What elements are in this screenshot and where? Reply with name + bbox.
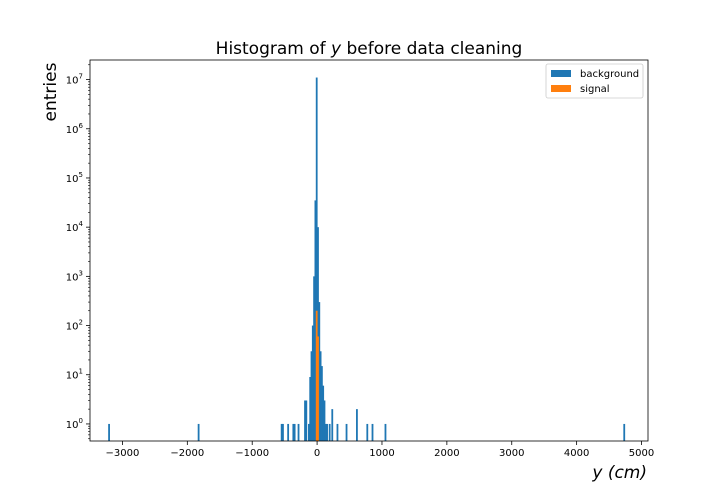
y-tick-label-4: 104 <box>66 220 84 234</box>
y-axis-ticks: 100 101 102 103 104 105 106 107 <box>66 64 90 440</box>
bar-signal-0 <box>315 310 318 441</box>
x-tick-label-1: −2000 <box>170 448 204 459</box>
chart-title: Histogram of y before data cleaning <box>216 39 523 59</box>
y-tick-label-1: 101 <box>66 368 83 382</box>
bar-background-20 <box>320 366 323 441</box>
bar-background-14 <box>313 276 315 441</box>
y-axis-label: entries <box>41 62 61 121</box>
x-axis-ticks: −3000 −2000 −1000 0 1000 2000 3000 4000 5000 <box>106 441 654 459</box>
bar-background-28 <box>345 423 348 441</box>
x-axis-label: y (cm) <box>591 463 647 483</box>
series-signal <box>315 310 319 441</box>
bar-background-10 <box>308 423 310 441</box>
legend: background signal <box>545 63 644 99</box>
bar-background-13 <box>311 325 314 441</box>
bar-background-27 <box>336 423 339 441</box>
legend-swatch-signal <box>551 85 571 92</box>
bar-signal-1 <box>317 336 319 441</box>
bar-background-12 <box>310 351 313 441</box>
bar-background-4 <box>287 423 290 441</box>
bar-background-11 <box>309 377 312 441</box>
bar-background-9 <box>305 400 308 441</box>
x-tick-label-4: 1000 <box>369 448 394 459</box>
bar-background-1 <box>197 423 200 441</box>
bar-background-17 <box>317 227 319 441</box>
bar-background-24 <box>326 423 328 441</box>
bar-background-5 <box>292 423 295 441</box>
bar-background-0 <box>108 423 110 441</box>
bar-background-29 <box>356 409 358 441</box>
plot-frame <box>89 59 649 442</box>
bar-background-16 <box>315 77 318 441</box>
x-tick-label-2: −1000 <box>235 448 269 459</box>
x-tick-label-7: 4000 <box>564 448 589 459</box>
bars-layer <box>108 77 626 441</box>
bar-background-31 <box>371 423 374 441</box>
y-tick-label-0: 100 <box>66 417 83 431</box>
x-tick-label-0: −3000 <box>106 448 140 459</box>
bar-background-33 <box>623 423 626 441</box>
bar-background-23 <box>324 423 327 441</box>
bar-background-19 <box>319 351 322 441</box>
bar-background-2 <box>280 423 283 441</box>
y-tick-label-5: 105 <box>66 171 83 185</box>
bar-background-21 <box>322 385 325 441</box>
x-tick-label-5: 2000 <box>434 448 459 459</box>
chart-title-part-1: Histogram of <box>216 39 331 59</box>
legend-label-background: background <box>580 69 639 80</box>
bar-background-26 <box>331 409 334 441</box>
y-tick-label-7: 107 <box>66 73 83 87</box>
bar-background-18 <box>318 302 321 441</box>
bar-background-32 <box>384 423 387 441</box>
bar-background-15 <box>314 200 317 441</box>
legend-label-signal: signal <box>580 84 610 95</box>
y-tick-label-3: 103 <box>66 269 83 283</box>
y-tick-label-2: 102 <box>66 319 83 333</box>
legend-swatch-background <box>551 70 571 77</box>
bar-background-30 <box>366 423 369 441</box>
y-tick-label-6: 106 <box>66 122 84 136</box>
bar-background-7 <box>297 423 300 441</box>
bar-background-8 <box>304 400 306 441</box>
x-tick-label-6: 3000 <box>499 448 524 459</box>
x-tick-label-3: 0 <box>314 448 320 459</box>
bar-background-22 <box>323 400 326 441</box>
series-background <box>108 77 626 441</box>
bar-background-3 <box>282 423 284 441</box>
x-tick-label-8: 5000 <box>629 448 654 459</box>
bar-background-25 <box>328 423 331 441</box>
chart-title-part-2: y <box>330 39 342 59</box>
chart-title-part-3: before data cleaning <box>341 39 522 59</box>
bar-background-6 <box>293 423 296 441</box>
